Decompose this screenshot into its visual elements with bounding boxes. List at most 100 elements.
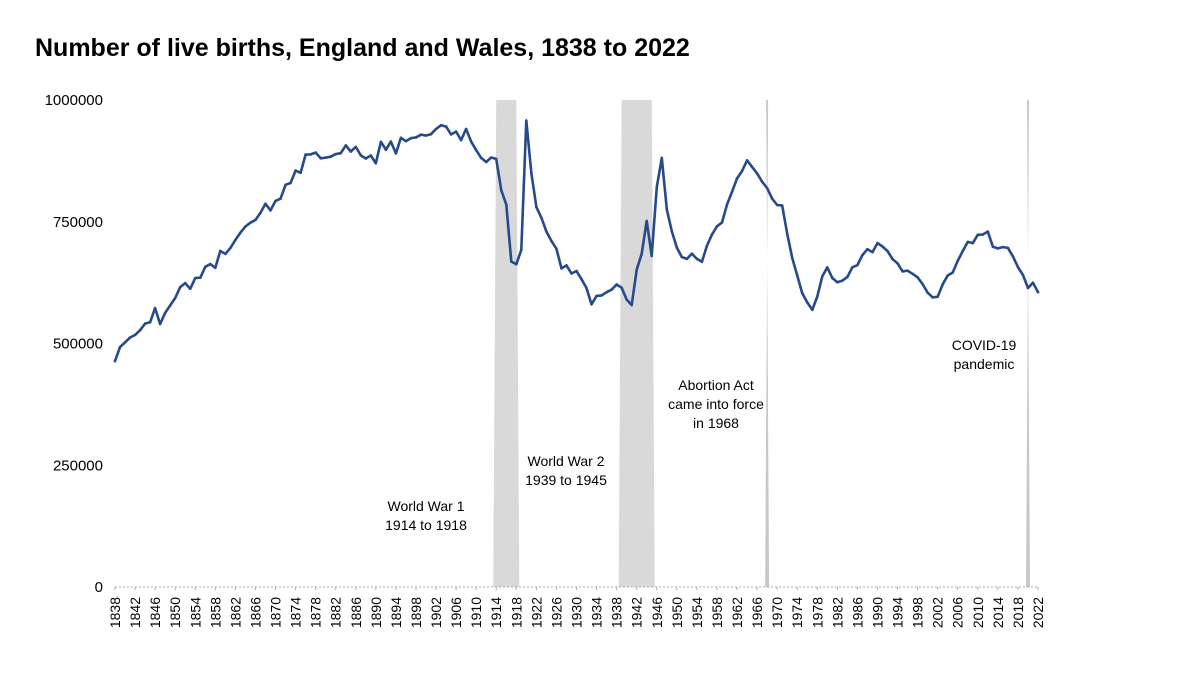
data-point-2008 [966, 240, 970, 244]
data-point-1958 [715, 225, 719, 228]
data-point-1950 [675, 246, 679, 249]
data-point-1932 [585, 286, 588, 290]
data-point-1973 [790, 256, 794, 260]
data-point-1847 [158, 322, 162, 326]
data-point-1909 [469, 140, 473, 143]
data-point-1871 [279, 197, 282, 200]
data-point-1925 [550, 239, 553, 243]
x-tick-label: 1866 [247, 597, 263, 628]
data-point-1858 [214, 266, 217, 270]
data-point-2012 [986, 230, 990, 233]
data-point-1976 [806, 301, 809, 304]
annotation-line: World War 1 [387, 498, 464, 514]
data-point-1920 [525, 119, 528, 122]
data-point-1912 [484, 160, 488, 164]
series-line-1 [113, 119, 1040, 363]
data-point-1872 [284, 183, 287, 187]
data-point-1907 [459, 138, 463, 142]
data-point-2002 [936, 295, 939, 299]
data-point-2022 [1036, 290, 1040, 294]
data-point-1943 [640, 252, 643, 255]
data-point-1896 [404, 139, 408, 143]
x-tick-label: 1986 [849, 597, 865, 628]
data-point-1962 [735, 177, 739, 180]
data-point-1975 [800, 291, 804, 295]
data-point-1908 [464, 127, 468, 131]
data-point-1972 [785, 232, 789, 235]
data-point-1851 [178, 285, 182, 289]
data-point-1998 [916, 276, 919, 279]
data-point-1879 [319, 157, 323, 160]
data-point-1988 [866, 247, 869, 251]
x-tick-label: 1870 [268, 597, 284, 628]
data-point-1942 [635, 268, 638, 272]
shaded-period-1 [493, 100, 520, 587]
x-tick-label: 1882 [328, 597, 344, 628]
data-point-1884 [344, 144, 348, 147]
data-point-1893 [389, 140, 393, 143]
x-tick-label: 1846 [147, 597, 163, 628]
data-point-1937 [610, 288, 613, 292]
data-point-1935 [600, 294, 603, 297]
x-tick-label: 1930 [569, 597, 585, 628]
x-tick-label: 1878 [308, 597, 324, 628]
x-tick-label: 1854 [187, 597, 203, 628]
data-point-1842 [133, 333, 137, 337]
shaded-period-layer [493, 100, 1030, 587]
x-tick-label: 1974 [789, 597, 805, 628]
data-point-1980 [826, 266, 829, 269]
data-point-1995 [901, 270, 904, 273]
data-point-1957 [710, 233, 714, 236]
data-point-1890 [374, 162, 378, 165]
x-tick-label: 1994 [890, 597, 906, 628]
annotation-line: Abortion Act [678, 377, 754, 393]
data-point-1880 [324, 156, 328, 159]
data-point-1974 [795, 274, 799, 277]
data-point-1999 [921, 282, 924, 286]
data-point-1978 [816, 295, 819, 298]
data-point-1931 [580, 277, 583, 281]
data-point-1905 [449, 133, 453, 136]
data-point-2010 [976, 233, 980, 237]
data-point-1945 [650, 254, 653, 258]
data-point-1885 [349, 150, 353, 153]
data-point-1941 [630, 303, 633, 307]
data-point-1955 [700, 260, 704, 264]
data-point-2021 [1031, 281, 1035, 285]
x-tick-label: 1902 [428, 597, 444, 628]
data-point-1992 [886, 249, 889, 253]
data-point-1913 [489, 156, 493, 159]
data-point-1849 [168, 304, 172, 307]
data-point-1930 [575, 269, 578, 273]
shaded-period-3 [765, 100, 770, 587]
x-tick-label: 1842 [127, 597, 143, 628]
data-point-1900 [424, 134, 428, 137]
data-point-1854 [194, 276, 197, 280]
data-point-1886 [354, 145, 358, 149]
annotation-layer: World War 1 1914 to 1918 World War 2 1939 t… [385, 337, 1016, 533]
data-point-1897 [409, 136, 413, 140]
data-point-1986 [856, 263, 859, 267]
data-point-1859 [219, 249, 222, 253]
data-point-1904 [444, 125, 448, 128]
shaded-period-4 [1025, 100, 1030, 587]
x-tick-label: 1858 [207, 597, 223, 628]
x-tick-label: 1922 [528, 597, 544, 628]
data-point-1953 [690, 252, 694, 255]
data-point-1984 [846, 275, 849, 279]
annotation-line: pandemic [954, 356, 1015, 372]
data-point-1866 [254, 218, 257, 222]
annotation-label-4: COVID-19 pandemic [952, 337, 1017, 372]
data-point-2001 [931, 296, 934, 299]
x-tick-label: 1958 [709, 597, 725, 628]
x-tick-label: 1966 [749, 597, 765, 628]
data-point-2009 [971, 241, 975, 245]
annotation-line: came into force [668, 396, 764, 412]
data-point-1938 [615, 283, 618, 286]
data-point-1967 [760, 180, 764, 183]
series-layer [113, 119, 1040, 363]
annotation-line: COVID-19 [952, 337, 1017, 353]
data-point-1878 [314, 151, 318, 154]
